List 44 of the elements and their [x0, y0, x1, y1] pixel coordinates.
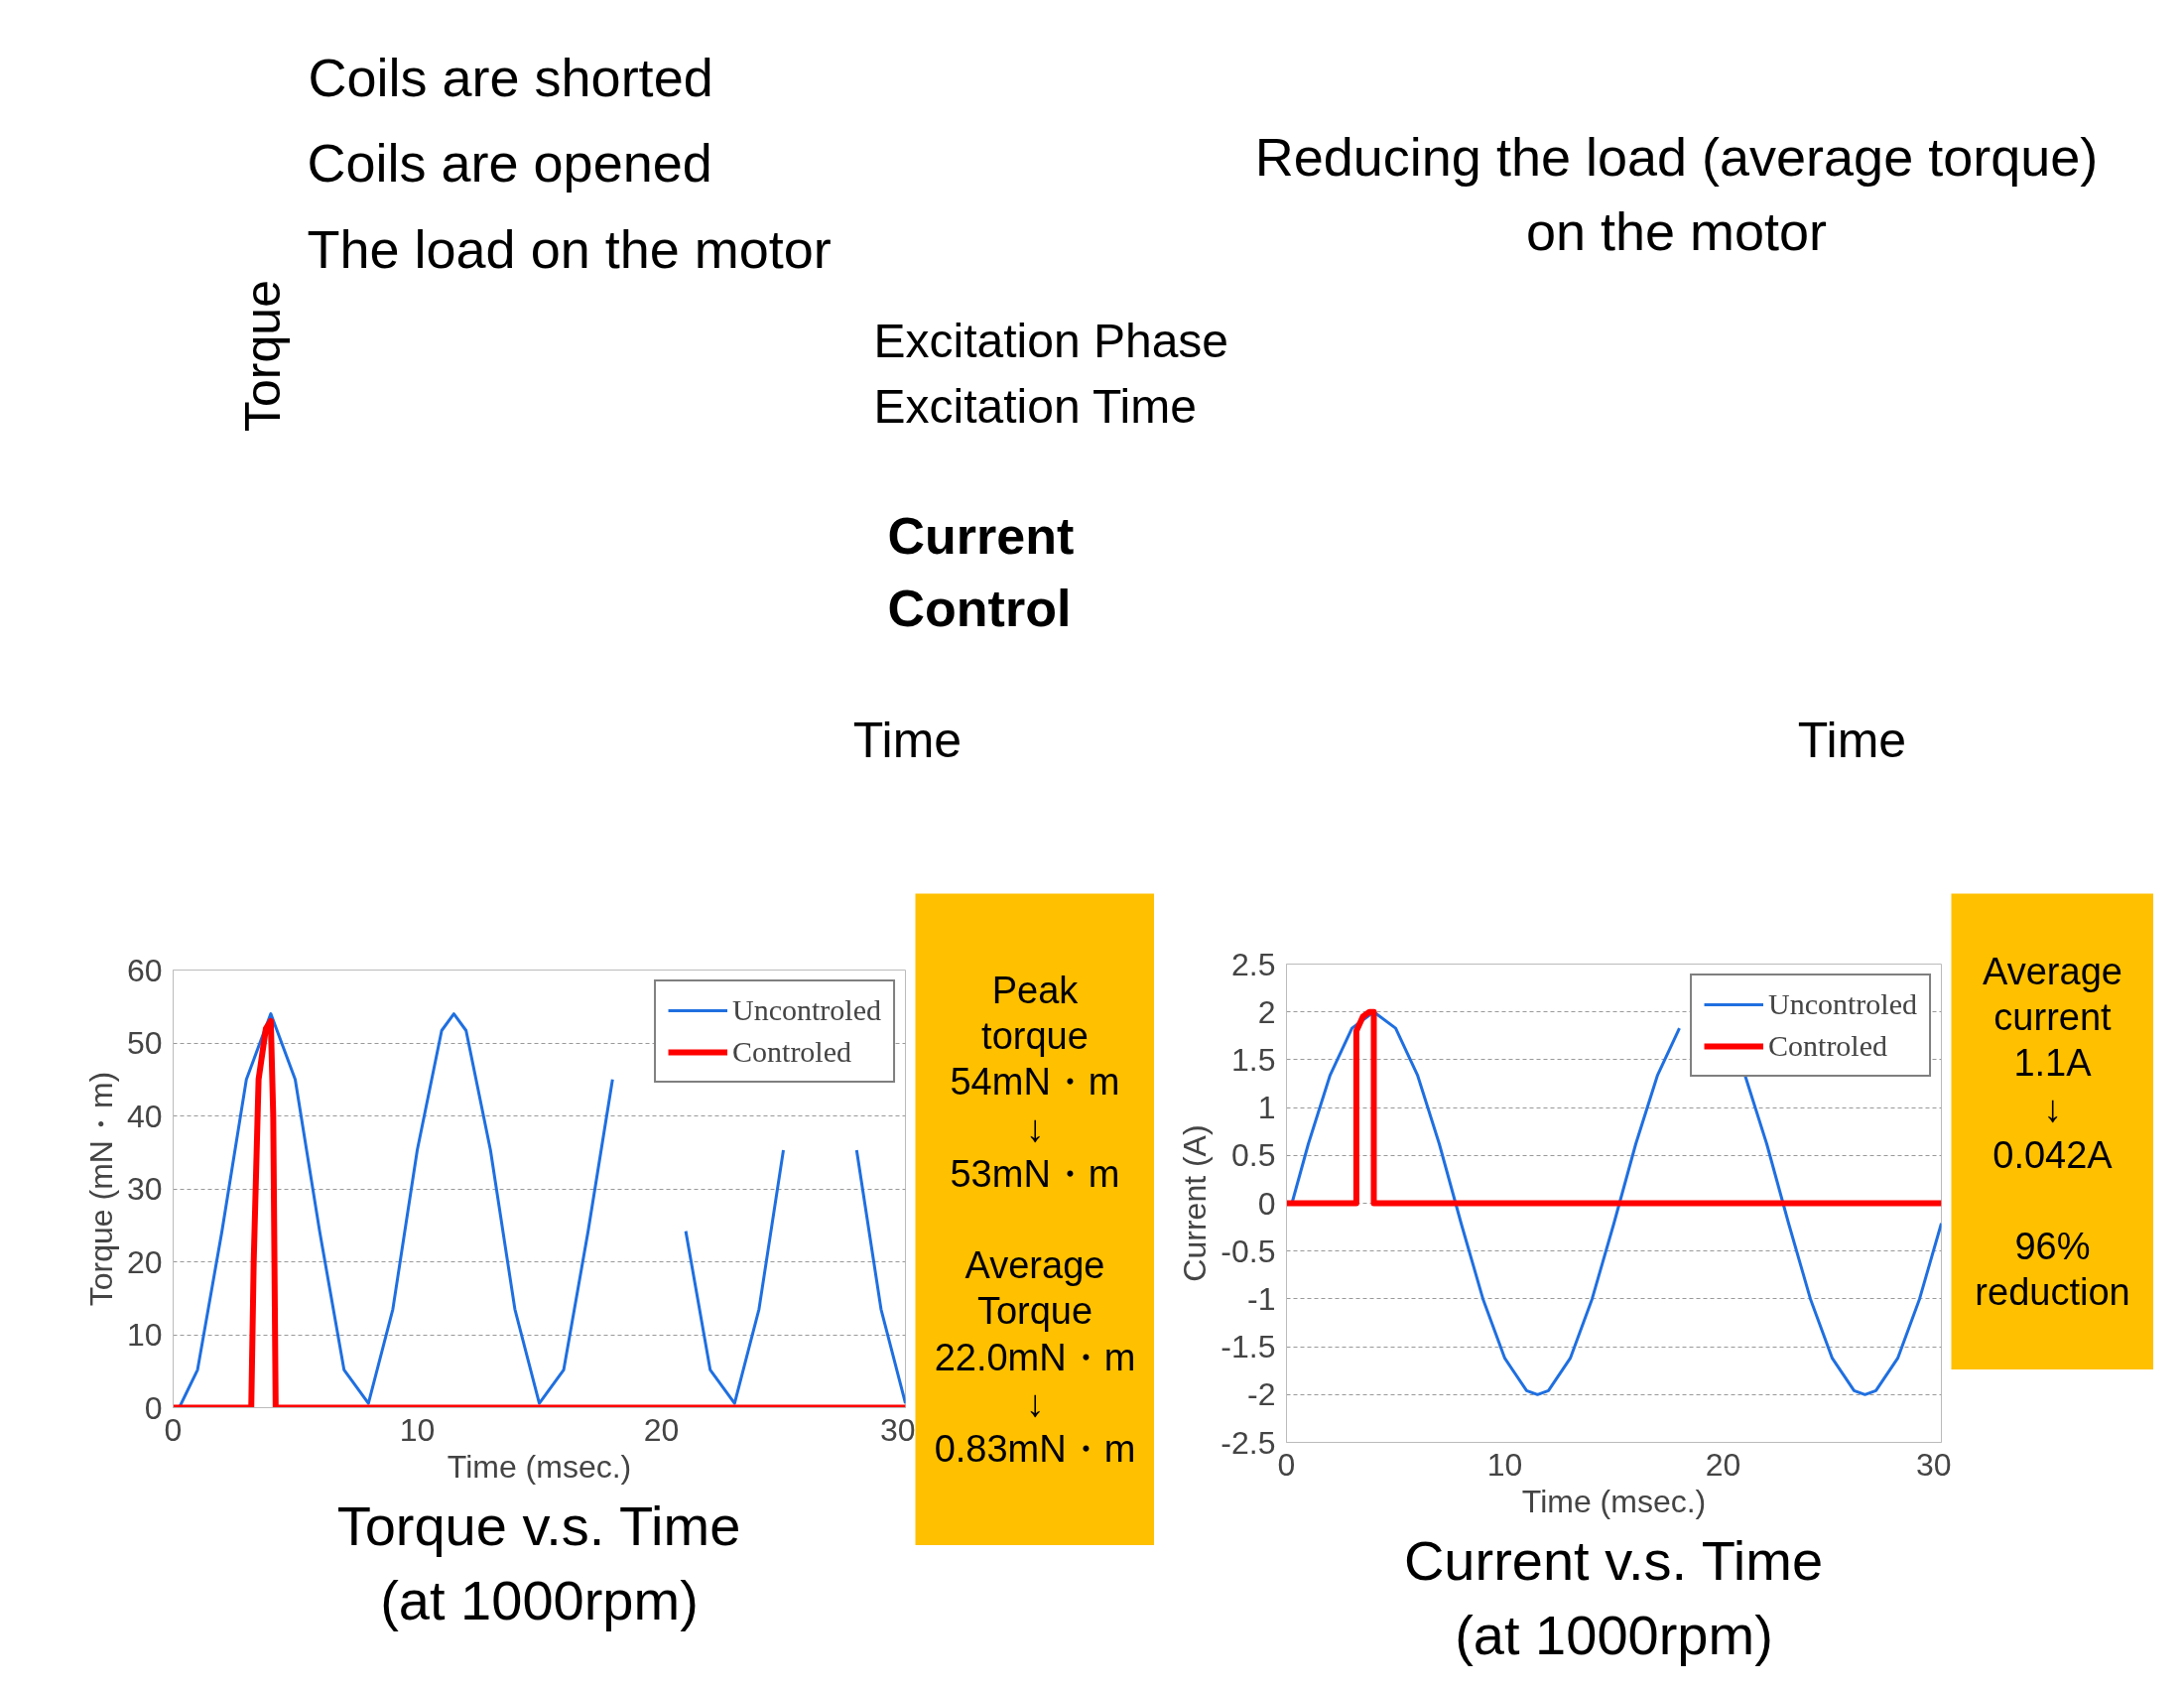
y-tick-label: 60 [126, 952, 163, 988]
text: Time [852, 712, 963, 768]
y-tick-label: 1 [1257, 1090, 1276, 1126]
x-tick-label: 10 [1486, 1446, 1523, 1483]
text: Average current 1.1A ↓ 0.042A 96% reduction [1975, 950, 2130, 1314]
y-tick-label: -1 [1247, 1280, 1276, 1317]
y-axis-title: Current (A) [1177, 1124, 1214, 1282]
text: Current v.s. Time (at 1000rpm) [1403, 1528, 1824, 1666]
y-tick-label: -2 [1247, 1376, 1276, 1413]
text: Torque v.s. Time (at 1000rpm) [336, 1494, 741, 1631]
y-tick-label: -2.5 [1220, 1424, 1276, 1461]
legend-label: Controled [1768, 1029, 1888, 1063]
y-tick-label: -0.5 [1220, 1233, 1276, 1269]
legend-label: Uncontroled [1768, 987, 1917, 1021]
text: Excitation Phase Excitation Time [873, 314, 1229, 434]
y-tick-label: 10 [126, 1317, 163, 1353]
text: Time [1797, 712, 1907, 768]
text: The load on the motor [307, 218, 832, 279]
y-tick-label: -1.5 [1220, 1329, 1276, 1365]
x-tick-label: 30 [879, 1411, 916, 1448]
y-tick-label: 0.5 [1231, 1137, 1276, 1174]
text: Coils are opened [307, 132, 712, 193]
legend-label: Controled [732, 1035, 852, 1069]
x-tick-label: 10 [399, 1411, 436, 1448]
y-tick-label: 2.5 [1231, 946, 1276, 982]
y-tick-label: 30 [126, 1171, 163, 1207]
text: Peak torque 54mN・m ↓ 53mN・m Average Torque 22.0mN・m ↓ 0.83mN・m [934, 970, 1136, 1470]
y-tick-label: 50 [126, 1025, 163, 1061]
y-tick-label: 1.5 [1231, 1041, 1276, 1078]
y-axis-title: Torque (mN・m) [82, 1071, 119, 1307]
y-tick-label: 0 [1257, 1185, 1276, 1222]
x-axis-title: Time (msec.) [447, 1448, 632, 1485]
text: Torque [234, 280, 291, 432]
y-tick-label: 40 [126, 1098, 163, 1134]
text: Reducing the load (average torque) on the motor [1254, 127, 2099, 261]
x-tick-label: 30 [1915, 1446, 1952, 1483]
text: Current Control [887, 507, 1075, 637]
y-tick-label: 20 [126, 1243, 163, 1280]
text: Coils are shorted [308, 47, 713, 107]
x-tick-label: 20 [643, 1411, 680, 1448]
legend-label: Uncontroled [732, 993, 881, 1027]
y-tick-label: 2 [1257, 993, 1276, 1030]
x-tick-label: 20 [1705, 1446, 1741, 1483]
x-axis-title: Time (msec.) [1521, 1483, 1707, 1519]
